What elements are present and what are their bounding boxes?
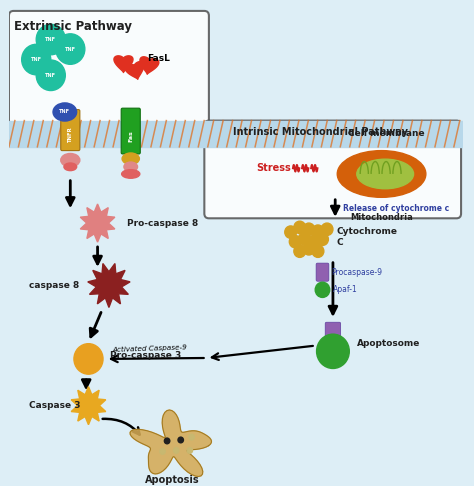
FancyBboxPatch shape <box>9 11 209 133</box>
Circle shape <box>289 235 301 248</box>
Text: TNF: TNF <box>65 47 76 52</box>
Ellipse shape <box>122 170 140 178</box>
Circle shape <box>317 334 349 368</box>
Text: Procaspase-9: Procaspase-9 <box>332 268 383 277</box>
Text: FasL: FasL <box>147 54 171 63</box>
FancyBboxPatch shape <box>121 108 140 154</box>
Circle shape <box>164 438 170 444</box>
Circle shape <box>160 449 165 454</box>
Circle shape <box>189 434 194 440</box>
Text: Release of cytochrome c: Release of cytochrome c <box>343 204 450 213</box>
Circle shape <box>321 223 333 235</box>
Ellipse shape <box>64 163 77 171</box>
Ellipse shape <box>357 159 414 189</box>
Circle shape <box>22 44 51 75</box>
Text: Apaf-1: Apaf-1 <box>332 285 357 295</box>
Circle shape <box>173 448 179 453</box>
Ellipse shape <box>337 151 426 197</box>
Text: Cytochrome
C: Cytochrome C <box>336 227 397 246</box>
Circle shape <box>178 437 183 443</box>
Circle shape <box>187 448 192 453</box>
Text: Stress: Stress <box>256 163 292 173</box>
Circle shape <box>294 245 306 258</box>
Text: Activated Caspase-9: Activated Caspase-9 <box>112 344 187 353</box>
Circle shape <box>303 223 315 235</box>
Circle shape <box>317 233 328 245</box>
Text: Pro-caspase 3: Pro-caspase 3 <box>110 350 182 360</box>
FancyBboxPatch shape <box>204 121 461 218</box>
Text: Extrinsic Pathway: Extrinsic Pathway <box>14 19 132 33</box>
Text: TNF: TNF <box>45 73 56 78</box>
Text: Mitochondria: Mitochondria <box>350 213 413 222</box>
Text: TNF: TNF <box>31 57 42 62</box>
Text: TNFR: TNFR <box>68 127 73 143</box>
Circle shape <box>312 225 324 237</box>
Ellipse shape <box>61 154 80 167</box>
Text: Cell membrane: Cell membrane <box>348 129 424 138</box>
Polygon shape <box>114 56 133 72</box>
Polygon shape <box>71 386 106 425</box>
FancyBboxPatch shape <box>61 110 80 151</box>
Polygon shape <box>130 410 211 476</box>
Text: Intrinsic Mitochondrial Pathway: Intrinsic Mitochondrial Pathway <box>233 127 408 138</box>
Polygon shape <box>80 204 115 242</box>
Circle shape <box>36 60 65 90</box>
Circle shape <box>308 235 319 248</box>
Ellipse shape <box>122 153 139 164</box>
Circle shape <box>285 226 297 238</box>
Text: Caspase 3: Caspase 3 <box>29 401 81 410</box>
Bar <box>9 121 464 147</box>
Text: Pro-caspase 8: Pro-caspase 8 <box>127 219 198 227</box>
Circle shape <box>312 245 324 258</box>
Ellipse shape <box>124 162 137 172</box>
Circle shape <box>315 282 330 297</box>
Text: Apoptosis: Apoptosis <box>145 475 200 485</box>
FancyBboxPatch shape <box>325 322 341 345</box>
Circle shape <box>56 34 85 64</box>
Text: TNF: TNF <box>59 109 70 115</box>
Text: TNF: TNF <box>45 37 56 42</box>
FancyBboxPatch shape <box>316 263 329 281</box>
Polygon shape <box>125 62 144 79</box>
Circle shape <box>74 344 103 374</box>
Circle shape <box>299 233 310 245</box>
Ellipse shape <box>53 103 77 121</box>
Text: Apoptosome: Apoptosome <box>356 339 420 347</box>
Circle shape <box>303 243 315 255</box>
Circle shape <box>294 221 306 234</box>
Text: caspase 8: caspase 8 <box>29 280 80 290</box>
Polygon shape <box>140 57 159 74</box>
Polygon shape <box>88 263 130 308</box>
Circle shape <box>36 24 65 55</box>
Text: Fas: Fas <box>128 130 133 142</box>
